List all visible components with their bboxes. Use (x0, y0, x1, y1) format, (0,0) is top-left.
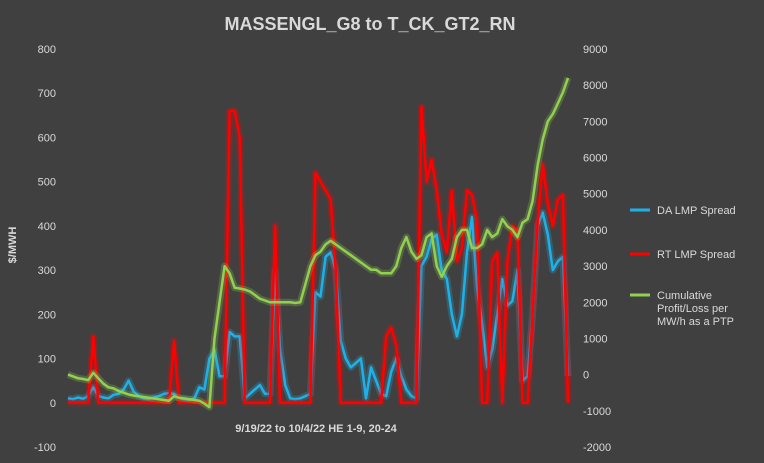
legend-label: RT LMP Spread (657, 249, 735, 261)
right-tick-label: 2000 (583, 297, 607, 309)
left-tick-label: 800 (38, 44, 56, 56)
chart-title: MASSENGL_G8 to T_CK_GT2_RN (224, 14, 515, 34)
left-tick-label: 200 (38, 309, 56, 321)
legend: DA LMP Spread RT LMP Spread Cumulative Prof… (630, 205, 736, 328)
right-tick-label: 3000 (583, 261, 607, 273)
left-axis-ticks: -100 0 100 200 300 400 500 600 700 800 (34, 44, 56, 454)
left-tick-label: 700 (38, 88, 56, 100)
right-tick-label: -1000 (583, 406, 611, 418)
series-line-2 (67, 77, 570, 409)
right-tick-label: 1000 (583, 333, 607, 345)
left-tick-label: 100 (38, 354, 56, 366)
left-tick-label: 600 (38, 132, 56, 144)
left-tick-label: 500 (38, 177, 56, 189)
left-tick-label: -100 (34, 442, 56, 454)
right-tick-label: 8000 (583, 80, 607, 92)
left-tick-label: 400 (38, 221, 56, 233)
left-tick-label: 0 (50, 398, 56, 410)
right-axis-ticks: -2000 -1000 0 1000 2000 3000 4000 5000 6000 7000 8… (583, 44, 611, 454)
x-axis-label: 9/19/22 to 10/4/22 HE 1-9, 20-24 (235, 423, 397, 435)
right-tick-label: -2000 (583, 442, 611, 454)
right-tick-label: 5000 (583, 189, 607, 201)
right-tick-label: 7000 (583, 116, 607, 128)
y-axis-label: $/MWH (7, 227, 19, 264)
right-tick-label: 6000 (583, 153, 607, 165)
series-line-1 (68, 105, 570, 405)
right-tick-label: 0 (583, 370, 589, 382)
left-tick-label: 300 (38, 265, 56, 277)
right-tick-label: 4000 (583, 225, 607, 237)
legend-label: DA LMP Spread (657, 205, 736, 217)
right-tick-label: 9000 (583, 44, 607, 56)
legend-label: Cumulative Profit/Loss per MW/h as a PTP (657, 290, 734, 328)
series-layer (66, 76, 572, 411)
